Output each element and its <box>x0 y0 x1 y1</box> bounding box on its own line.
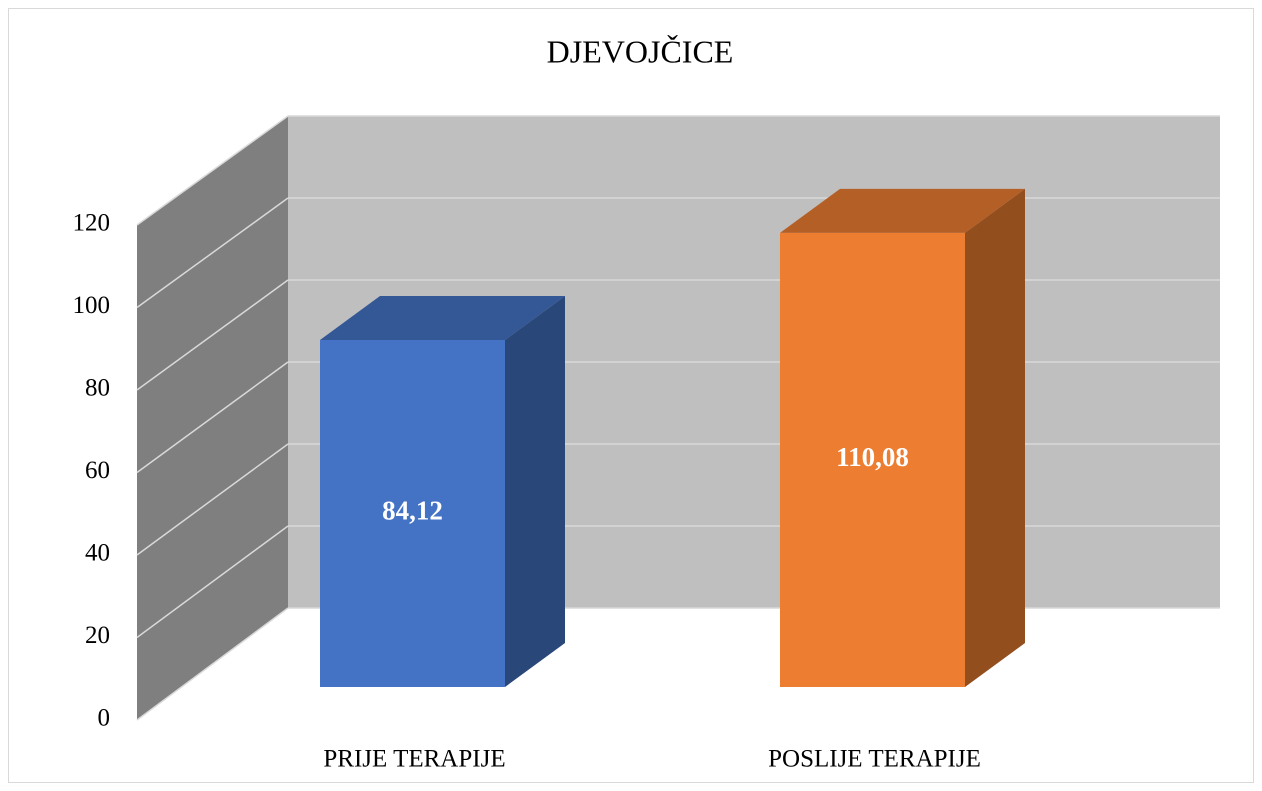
x-tick-label: POSLIJE TERAPIJE <box>768 746 981 773</box>
y-tick-label: 20 <box>85 622 110 649</box>
bar-top <box>320 296 565 341</box>
y-tick-label: 0 <box>98 705 111 732</box>
y-tick-label: 100 <box>73 292 111 319</box>
grid-line <box>136 443 289 556</box>
bar-side <box>965 188 1025 688</box>
x-tick-label: PRIJE TERAPIJE <box>323 746 505 773</box>
data-label: 110,08 <box>836 442 909 472</box>
grid-line <box>136 525 289 639</box>
bar-top <box>780 188 1025 233</box>
bar <box>320 340 505 687</box>
data-label: 84,12 <box>382 496 443 526</box>
grid-line <box>136 607 289 721</box>
grid-line <box>136 197 289 309</box>
grid-line <box>136 115 289 226</box>
chart-title: DJEVOJČICE <box>547 33 734 69</box>
bar <box>780 232 965 688</box>
grid-line <box>136 361 289 474</box>
grid-line <box>136 279 289 391</box>
bar-side <box>505 296 565 687</box>
y-tick-label: 60 <box>85 457 110 484</box>
y-tick-label: 120 <box>73 210 111 237</box>
y-tick-label: 80 <box>85 375 110 402</box>
y-tick-label: 40 <box>85 540 110 567</box>
